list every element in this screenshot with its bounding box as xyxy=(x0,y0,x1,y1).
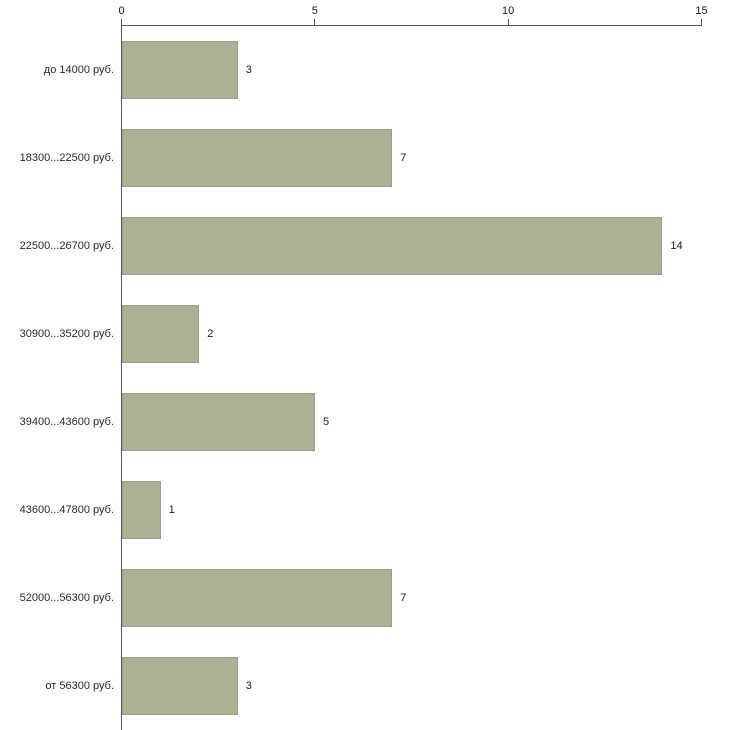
category-label: 22500...26700 руб. xyxy=(19,240,114,252)
bar-track: 14 xyxy=(121,202,701,290)
value-label: 7 xyxy=(400,592,407,604)
bar-track: 3 xyxy=(121,642,701,730)
x-axis-tick: 15 xyxy=(695,5,708,26)
bar xyxy=(122,569,393,627)
chart-row: от 56300 руб. 3 xyxy=(0,642,701,730)
bar xyxy=(122,217,663,275)
x-axis-tick-label: 15 xyxy=(695,5,708,17)
bar-track: 1 xyxy=(121,466,701,554)
x-axis-tick-label: 5 xyxy=(311,5,318,17)
bar-track: 2 xyxy=(121,290,701,378)
category-label: 52000...56300 руб. xyxy=(19,592,114,604)
chart-row: 22500...26700 руб. 14 xyxy=(0,202,701,290)
bar-track: 7 xyxy=(121,114,701,202)
value-label: 2 xyxy=(207,328,214,340)
bar xyxy=(122,393,315,451)
x-axis-tick-label: 10 xyxy=(502,5,515,17)
x-axis: 0 5 10 15 xyxy=(118,0,708,26)
x-axis-tick: 0 xyxy=(118,5,125,26)
bar xyxy=(122,305,200,363)
value-label: 3 xyxy=(245,64,252,76)
value-label: 1 xyxy=(168,504,175,516)
category-label: 18300...22500 руб. xyxy=(19,152,114,164)
bar-track: 5 xyxy=(121,378,701,466)
category-label: от 56300 руб. xyxy=(45,680,114,692)
bar xyxy=(122,129,393,187)
category-label: 39400...43600 руб. xyxy=(19,416,114,428)
chart-row: 18300...22500 руб. 7 xyxy=(0,114,701,202)
bar xyxy=(122,41,238,99)
x-axis-tick-label: 0 xyxy=(118,5,125,17)
chart-row: до 14000 руб. 3 xyxy=(0,26,701,114)
value-label: 3 xyxy=(245,680,252,692)
bar xyxy=(122,481,161,539)
value-label: 7 xyxy=(400,152,407,164)
x-axis-tick: 10 xyxy=(502,5,514,26)
value-label: 5 xyxy=(323,416,330,428)
chart-row: 30900...35200 руб. 2 xyxy=(0,290,701,378)
value-label: 14 xyxy=(670,240,683,252)
chart-row: 39400...43600 руб. 5 xyxy=(0,378,701,466)
category-label: до 14000 руб. xyxy=(43,64,114,76)
category-label: 30900...35200 руб. xyxy=(19,328,114,340)
x-axis-tick: 5 xyxy=(312,5,318,26)
chart-row: 52000...56300 руб. 7 xyxy=(0,554,701,642)
bar-track: 7 xyxy=(121,554,701,642)
chart-row: 43600...47800 руб. 1 xyxy=(0,466,701,554)
bar-track: 3 xyxy=(121,26,701,114)
plot-area: до 14000 руб. 3 18300...22500 руб. 7 22500..… xyxy=(0,26,701,730)
bar xyxy=(122,657,238,715)
category-label: 43600...47800 руб. xyxy=(19,504,114,516)
